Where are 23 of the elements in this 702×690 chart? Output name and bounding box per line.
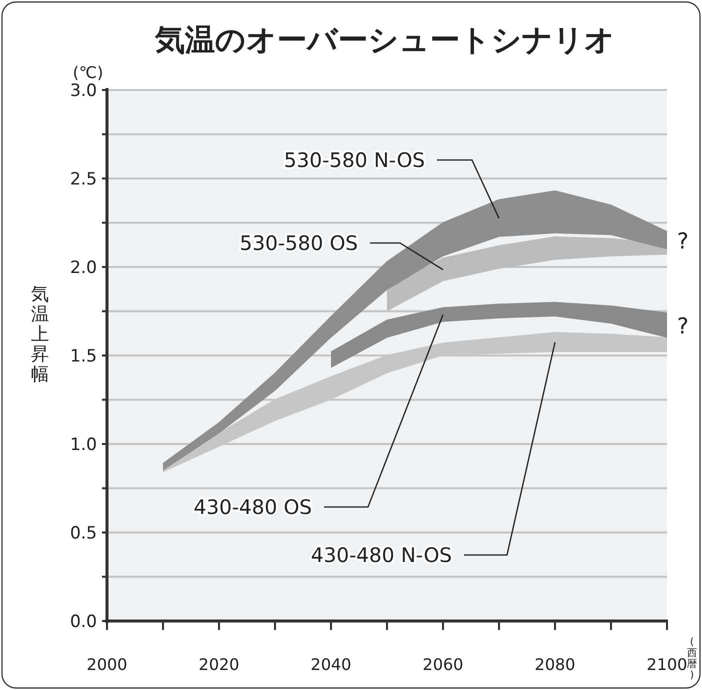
y-tick-label: 3.0 <box>70 81 97 101</box>
chart-title: 気温のオーバーシュートシナリオ <box>154 23 615 58</box>
y-tick-label: 2.5 <box>70 170 97 190</box>
x-tick-label: 2080 <box>534 655 576 674</box>
y-tick-label: 0.5 <box>70 524 97 544</box>
text: 530-580 OS <box>240 231 358 255</box>
text: 530-580 N-OS <box>284 148 425 172</box>
x-tick-label: 2060 <box>422 655 464 674</box>
x-tick-label: 2100 <box>646 655 688 674</box>
x-axis-title: (西暦) <box>687 637 697 681</box>
x-tick-label: 2040 <box>310 655 352 674</box>
text: 430-480 N-OS <box>310 543 452 567</box>
x-tick-label: 2020 <box>198 655 240 674</box>
text: (℃) <box>72 63 104 82</box>
x-tick-label: 2000 <box>86 655 128 674</box>
y-tick-label: 2.0 <box>70 258 97 278</box>
text: 430-480 OS <box>194 495 312 519</box>
annotation: ? <box>677 314 689 340</box>
annotation: ? <box>677 229 689 254</box>
y-tick-label: 0.0 <box>70 612 97 632</box>
y-tick-label: 1.0 <box>70 435 97 455</box>
y-axis-title: 気温上昇幅 <box>31 284 49 385</box>
y-tick-label: 1.5 <box>70 346 97 366</box>
